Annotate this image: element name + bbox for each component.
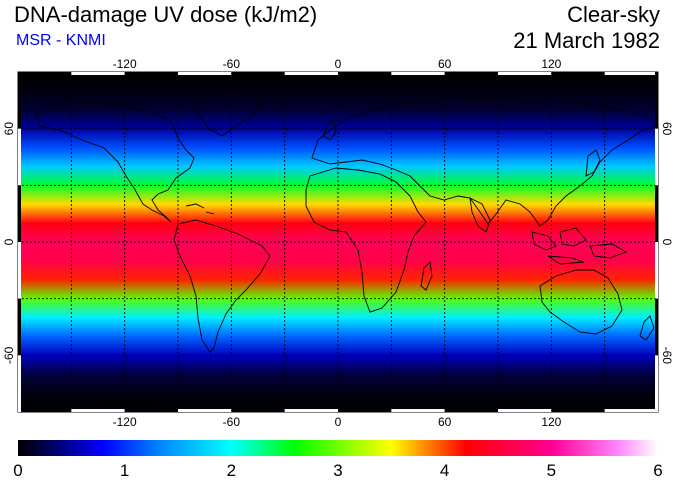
coast-south-america [173, 219, 271, 353]
frame-tick-left [18, 298, 21, 356]
frame-tick-top [604, 72, 658, 75]
frame-tick-right [655, 72, 658, 129]
frame-tick-left [18, 72, 21, 129]
frame-tick-bottom [551, 409, 605, 412]
frame-tick-right [655, 128, 658, 186]
lon-tick-label-top: -120 [113, 57, 137, 71]
axis-tick-labels: -120 -120 -60 -60 0 0 60 60 120 120 60 60 0 0 -60 -60 [2, 57, 674, 429]
map-title: DNA-damage UV dose (kJ/m2) [14, 2, 318, 27]
map-frame [17, 71, 659, 413]
frame-tick-right [655, 355, 658, 412]
lat-tick-label-right: 0 [660, 239, 674, 246]
lon-tick-label-bottom: -120 [113, 415, 137, 429]
frame-ticks [18, 72, 658, 412]
frame-tick-bottom [18, 409, 72, 412]
lat-tick-label-left: -60 [2, 346, 16, 364]
frame-tick-bottom [391, 409, 445, 412]
frame-tick-bottom [498, 409, 552, 412]
colorbar-tick-label: 3 [333, 461, 342, 480]
colorbar-tick-label: 4 [440, 461, 449, 480]
frame-tick-bottom [604, 409, 658, 412]
lat-tick-label-left: 0 [2, 238, 16, 245]
coast-madagascar [420, 261, 433, 291]
lon-tick-label-bottom: 0 [335, 415, 342, 429]
coast-india [469, 197, 491, 233]
graticule [18, 72, 658, 412]
frame-tick-top [231, 72, 285, 75]
colorbar-tick-label: 6 [653, 461, 662, 480]
colorbar-tick-label: 5 [547, 461, 556, 480]
coast-north-america [35, 101, 195, 223]
frame-tick-top [71, 72, 125, 75]
lon-tick-label-top: 0 [335, 57, 342, 71]
frame-tick-bottom [444, 409, 498, 412]
colorbar: 0 1 2 3 4 5 6 [13, 440, 663, 480]
map-date: 21 March 1982 [513, 28, 660, 53]
frame-tick-top [498, 72, 552, 75]
lat-tick-label-left: 60 [2, 122, 16, 136]
frame-tick-bottom [71, 409, 125, 412]
lon-tick-label-bottom: 120 [541, 415, 561, 429]
coast-eurasia [311, 95, 655, 227]
frame-tick-top [338, 72, 392, 75]
frame-tick-top [391, 72, 445, 75]
frame-tick-right [655, 185, 658, 242]
frame-tick-bottom [338, 409, 392, 412]
frame-tick-top [124, 72, 178, 75]
coast-british-isles [323, 119, 337, 141]
coast-africa [305, 167, 427, 313]
frame-tick-left [18, 185, 21, 242]
sky-condition-label: Clear-sky [567, 2, 660, 27]
lon-tick-label-top: 120 [541, 57, 561, 71]
colorbar-tick-label: 0 [13, 461, 22, 480]
colorbar-tick-label: 2 [227, 461, 236, 480]
colorbar-gradient [18, 440, 658, 456]
colorbar-tick-labels: 0 1 2 3 4 5 6 [13, 461, 662, 480]
frame-tick-left [18, 128, 21, 186]
frame-tick-top [551, 72, 605, 75]
coast-japan [585, 149, 601, 177]
coast-new-zealand [639, 315, 655, 341]
frame-tick-top [178, 72, 232, 75]
coast-australia [539, 269, 623, 335]
frame-tick-top [444, 72, 498, 75]
lon-tick-label-bottom: 60 [438, 415, 452, 429]
frame-tick-right [655, 298, 658, 356]
frame-tick-bottom [231, 409, 285, 412]
frame-tick-bottom [124, 409, 178, 412]
coastlines [18, 91, 658, 405]
lon-tick-label-bottom: -60 [223, 415, 241, 429]
lat-tick-label-right: 60 [660, 122, 674, 136]
coast-greenland [195, 91, 263, 137]
frame-tick-bottom [284, 409, 338, 412]
frame-tick-top [18, 72, 72, 75]
colorbar-tick-label: 1 [120, 461, 129, 480]
frame-tick-left [18, 242, 21, 299]
frame-tick-top [284, 72, 338, 75]
lat-tick-label-right: -60 [660, 347, 674, 365]
coast-antarctica [18, 397, 658, 405]
lon-tick-label-top: -60 [223, 57, 241, 71]
frame-tick-left [18, 355, 21, 412]
data-source-label: MSR - KNMI [16, 32, 106, 49]
frame-tick-right [655, 242, 658, 299]
lon-tick-label-top: 60 [438, 57, 452, 71]
coast-caribbean [185, 203, 215, 215]
frame-tick-bottom [178, 409, 232, 412]
